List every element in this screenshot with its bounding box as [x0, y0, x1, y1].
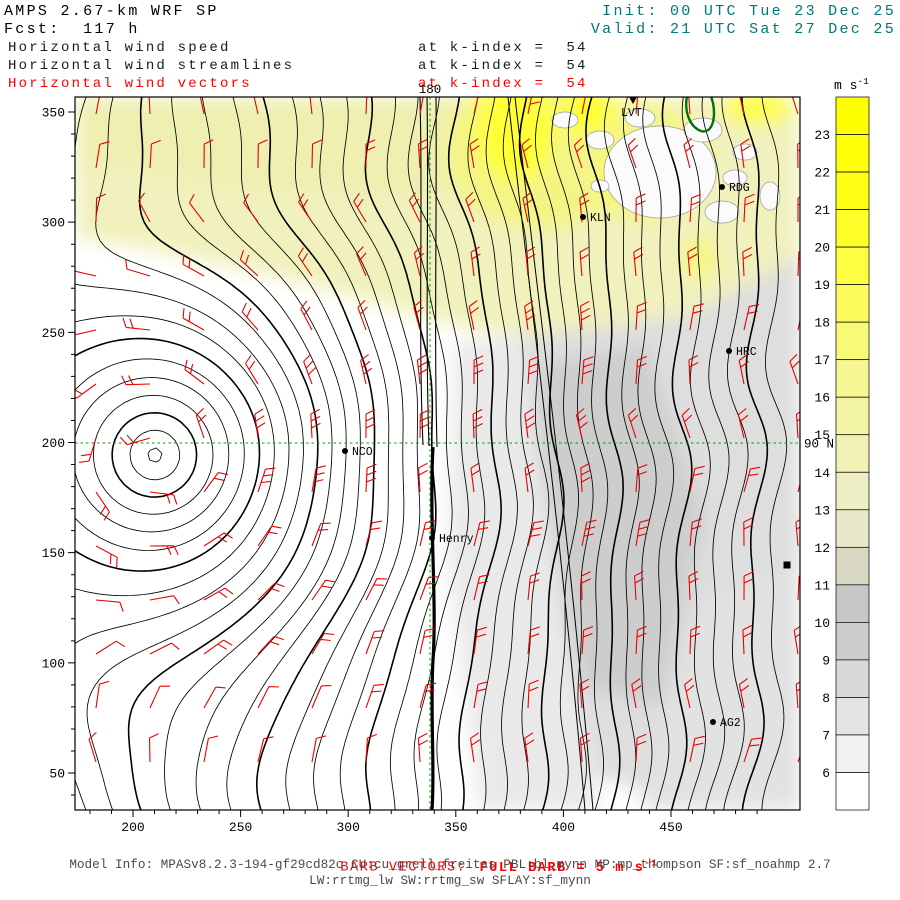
station-KLN: KLN	[580, 212, 611, 225]
colorbar-segment	[835, 546, 870, 586]
barb-legend: BARB VECTORS: FULL BARB = 5 m s-1	[302, 843, 659, 891]
colorbar-units: m s-1	[834, 76, 869, 93]
colorbar-segment	[835, 584, 870, 623]
y-tick-label: 100	[42, 656, 65, 671]
y-tick-label: 350	[42, 106, 65, 121]
valid-time: Valid: 21 UTC Sat 27 Dec 25	[590, 21, 896, 38]
colorbar-label: 14	[814, 466, 830, 481]
station-label: Henry	[439, 533, 474, 546]
k-index-streamlines: at k-index = 54	[418, 58, 588, 74]
station-HRC: HRC	[726, 346, 757, 359]
colorbar-label: 7	[822, 728, 830, 743]
init-time: Init: 00 UTC Tue 23 Dec 25	[602, 3, 896, 20]
station-unlabeled	[783, 561, 791, 569]
model-title: AMPS 2.67-km WRF SP	[4, 3, 219, 20]
colorbar-label: 20	[814, 241, 830, 256]
station-LVT: LVT	[621, 97, 642, 120]
station-label: RDG	[729, 182, 750, 195]
colorbar-segment	[835, 622, 870, 661]
field-label-vectors: Horizontal wind vectors	[8, 76, 252, 92]
colorbar-segment	[835, 772, 870, 811]
station-AG2: AG2	[710, 717, 741, 730]
colorbar-segment	[835, 396, 870, 436]
station-NCO: NCO	[342, 446, 373, 459]
field-row-streamlines: Horizontal wind streamlines at k-index =…	[0, 58, 900, 76]
streamline-contours	[75, 97, 788, 810]
k-index-wind-speed: at k-index = 54	[418, 40, 588, 56]
x-tick-label: 400	[552, 820, 575, 835]
colorbar-label: 12	[814, 541, 830, 556]
colorbar: 23 22 21 20 19 18 17 16 15 14 13 12 11 10 9 8 7 6 m s-1	[814, 76, 870, 811]
colorbar-segment	[835, 246, 870, 285]
colorbar-label: 10	[814, 616, 830, 631]
colorbar-segment	[835, 697, 870, 736]
colorbar-segment	[835, 284, 870, 323]
x-tick-label: 200	[121, 820, 144, 835]
colorbar-label: 9	[822, 653, 830, 668]
x-tick-label: 300	[336, 820, 359, 835]
colorbar-segment	[835, 471, 870, 511]
station-label: KLN	[590, 212, 611, 225]
barb-legend-exponent: -1	[644, 858, 659, 868]
x-tick-label: 450	[659, 820, 682, 835]
parallel-label: 90 N	[804, 438, 834, 452]
model-info-line2: LW:rrtmg_lw SW:rrtmg_sw SFLAY:sf_mynn	[309, 873, 591, 888]
station-label: LVT	[621, 107, 642, 120]
field-row-vectors: Horizontal wind vectors at k-index = 54	[0, 76, 900, 94]
barb-legend-value: FULL BARB = 5 m s	[479, 860, 645, 876]
station-label: NCO	[352, 446, 373, 459]
colorbar-segment	[835, 96, 870, 135]
colorbar-label: 6	[822, 766, 830, 781]
y-tick-label: 50	[49, 767, 65, 782]
colorbar-segment	[835, 734, 870, 773]
colorbar-segment	[835, 209, 870, 248]
station-markers: LVT KLN RDG HRC NCO Henry AG2	[342, 97, 791, 730]
field-label-wind-speed: Horizontal wind speed	[8, 40, 231, 56]
meridian-label: 180	[419, 83, 442, 97]
colorbar-label: 15	[814, 428, 830, 443]
wind-barbs	[75, 97, 800, 763]
station-label: HRC	[736, 346, 757, 359]
colorbar-segment	[835, 659, 870, 698]
field-row-wind-speed: Horizontal wind speed at k-index = 54	[0, 40, 900, 58]
station-Henry: Henry	[429, 533, 474, 546]
coastline-contour	[685, 97, 716, 133]
y-tick-label: 250	[42, 326, 65, 341]
y-tick-label: 150	[42, 546, 65, 561]
colorbar-label: 22	[814, 166, 830, 181]
x-tick-label: 350	[444, 820, 467, 835]
colorbar-segment	[835, 134, 870, 173]
colorbar-label: 16	[814, 391, 830, 406]
colorbar-label: 21	[814, 203, 830, 218]
colorbar-label: 18	[814, 316, 830, 331]
forecast-hour: Fcst: 117 h	[4, 21, 140, 38]
colorbar-label: 11	[814, 578, 830, 593]
station-RDG: RDG	[719, 182, 750, 195]
k-index-vectors: at k-index = 54	[418, 76, 588, 92]
colorbar-segment	[835, 359, 870, 398]
barb-legend-prefix: BARB VECTORS:	[340, 860, 467, 876]
colorbar-segment	[835, 321, 870, 361]
map-feature-lines	[419, 97, 716, 810]
colorbar-segment	[835, 171, 870, 210]
colorbar-label: 17	[814, 353, 830, 368]
model-info-line1: Model Info: MPASv8.2.3-194-gf29cd82c CU:…	[69, 857, 831, 872]
y-tick-label: 300	[42, 216, 65, 231]
y-tick-label: 200	[42, 436, 65, 451]
station-label: AG2	[720, 717, 741, 730]
colorbar-segment	[835, 509, 870, 548]
axes: 200 250 300 350 400 450 50 100 150 200 250 300 350	[42, 96, 801, 835]
colorbar-label: 23	[814, 128, 830, 143]
colorbar-label: 8	[822, 691, 830, 706]
colorbar-segment	[835, 434, 870, 473]
colorbar-label: 13	[814, 503, 830, 518]
x-tick-label: 250	[229, 820, 252, 835]
field-label-streamlines: Horizontal wind streamlines	[8, 58, 295, 74]
colorbar-label: 19	[814, 278, 830, 293]
